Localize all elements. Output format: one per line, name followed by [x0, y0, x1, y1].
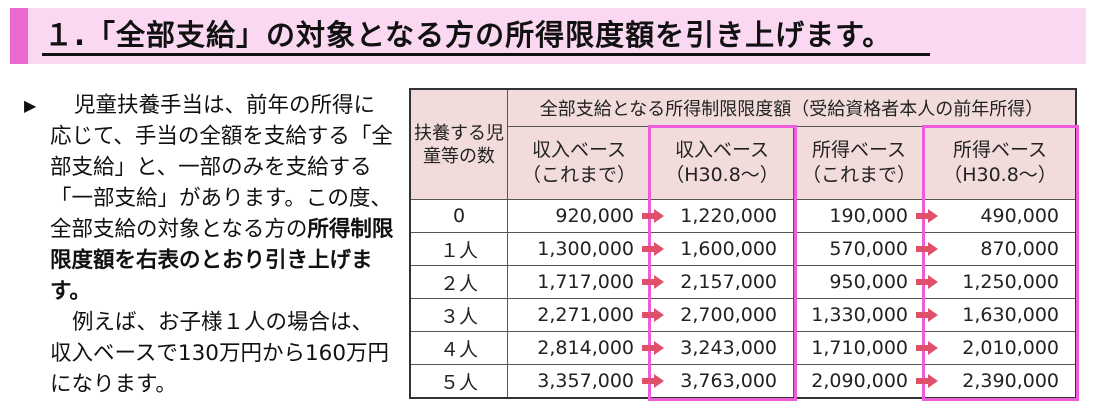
limit-value: 1,300,000 — [537, 238, 634, 260]
limit-value: 2,700,000 — [680, 304, 777, 326]
bullet-icon: ▶ — [24, 96, 37, 115]
description-text: 児童扶養手当は、前年の所得に応じて、手当の全額を支給する「全部支給」と、一部のみ… — [50, 93, 393, 242]
column-header-line2: （これまで） — [521, 164, 636, 186]
limit-value: 3,243,000 — [680, 337, 777, 359]
limit-value: 1,250,000 — [962, 271, 1059, 293]
limit-value-cell: 2,090,000 — [793, 364, 938, 399]
limit-value: 190,000 — [829, 205, 908, 227]
limit-value-cell: 1,220,000 — [650, 199, 794, 233]
limit-value: 570,000 — [829, 238, 908, 260]
child-count-cell: ３人 — [409, 298, 508, 332]
limit-value-cell: 190,000 — [793, 199, 938, 233]
column-header-line2: （これまで） — [801, 164, 916, 186]
table-row: ４人 2,814,000 3,243,000 1,710,000 2,010,000 — [409, 331, 1077, 365]
limit-value-cell: 3,763,000 — [650, 364, 794, 399]
limit-value: 950,000 — [829, 271, 908, 293]
child-count-cell: ２人 — [409, 265, 508, 299]
limit-value: 2,090,000 — [811, 370, 908, 392]
right-arrow-icon — [916, 209, 938, 223]
limit-value: 2,010,000 — [962, 337, 1059, 359]
column-header-3: 所得ベース （これまで） — [793, 126, 925, 200]
right-arrow-icon — [916, 275, 938, 289]
limit-value: 2,390,000 — [962, 370, 1059, 392]
limit-value-cell: 1,600,000 — [650, 232, 794, 266]
limit-value-cell: 2,814,000 — [507, 331, 664, 365]
right-arrow-icon — [642, 209, 664, 223]
child-count-cell: ４人 — [409, 331, 508, 365]
limit-value-cell: 2,010,000 — [924, 331, 1077, 365]
limit-value-cell: 570,000 — [793, 232, 938, 266]
description-emphasis: 所得制限限度額を右表のとおり引き上げます。 — [50, 217, 394, 304]
column-header-2: 収入ベース （H30.8～） — [650, 126, 794, 200]
limit-value-cell: 870,000 — [924, 232, 1077, 266]
limit-value-cell: 2,390,000 — [924, 364, 1077, 399]
limit-value: 3,357,000 — [537, 370, 634, 392]
table-row: ３人 2,271,000 2,700,000 1,330,000 1,630,000 — [409, 298, 1077, 332]
limit-value-cell: 1,330,000 — [793, 298, 938, 332]
child-count-cell: １人 — [409, 232, 508, 266]
limit-value-cell: 3,357,000 — [507, 364, 664, 399]
limit-value-cell: 1,300,000 — [507, 232, 664, 266]
right-arrow-icon — [916, 374, 938, 388]
limit-value-cell: 920,000 — [507, 199, 664, 233]
limit-value: 920,000 — [555, 205, 634, 227]
child-count-cell: 0 — [409, 199, 508, 233]
limit-value-cell: 1,717,000 — [507, 265, 664, 299]
limit-value: 490,000 — [980, 205, 1059, 227]
limit-value-cell: 950,000 — [793, 265, 938, 299]
right-arrow-icon — [916, 341, 938, 355]
limit-value-cell: 2,271,000 — [507, 298, 664, 332]
limit-value-cell: 1,250,000 — [924, 265, 1077, 299]
child-count-cell: ５人 — [409, 364, 508, 399]
column-header-line2: （H30.8～） — [943, 164, 1057, 186]
limit-value-cell: 1,630,000 — [924, 298, 1077, 332]
column-header-line1: 収入ベース — [531, 139, 627, 161]
column-header-line1: 所得ベース — [952, 139, 1048, 161]
description-paragraph-1: 児童扶養手当は、前年の所得に応じて、手当の全額を支給する「全部支給」と、一部のみ… — [22, 90, 394, 307]
header-child-count: 扶養する児童等の数 — [409, 88, 508, 200]
page-title: １.「全部支給」の対象となる方の所得限度額を引き上げます。 — [44, 18, 893, 52]
right-arrow-icon — [916, 242, 938, 256]
column-header-line1: 所得ベース — [811, 139, 907, 161]
title-accent-bar — [10, 8, 28, 64]
limit-value: 2,157,000 — [680, 271, 777, 293]
limit-value: 3,763,000 — [680, 370, 777, 392]
table-row: ２人 1,717,000 2,157,000 950,000 1,250,000 — [409, 265, 1077, 299]
column-header-1: 収入ベース （これまで） — [507, 126, 651, 200]
column-header-line1: 収入ベース — [674, 139, 770, 161]
limit-value: 1,630,000 — [962, 304, 1059, 326]
limit-value: 1,717,000 — [537, 271, 634, 293]
limit-value: 2,814,000 — [537, 337, 634, 359]
limit-value-cell: 2,157,000 — [650, 265, 794, 299]
limit-value-cell: 3,243,000 — [650, 331, 794, 365]
limit-value: 2,271,000 — [537, 304, 634, 326]
right-arrow-icon — [642, 242, 664, 256]
table-row: １人 1,300,000 1,600,000 570,000 870,000 — [409, 232, 1077, 266]
column-header-4: 所得ベース （H30.8～） — [924, 126, 1077, 200]
header-group: 全部支給となる所得制限限度額（受給資格者本人の前年所得） — [507, 88, 1077, 127]
title-underline — [42, 53, 930, 56]
description: ▶ 児童扶養手当は、前年の所得に応じて、手当の全額を支給する「全部支給」と、一部… — [22, 90, 394, 400]
right-arrow-icon — [916, 308, 938, 322]
right-arrow-icon — [642, 275, 664, 289]
table-row: ５人 3,357,000 3,763,000 2,090,000 2,390,000 — [409, 364, 1077, 399]
right-arrow-icon — [642, 308, 664, 322]
right-arrow-icon — [642, 374, 664, 388]
limit-value-cell: 490,000 — [924, 199, 1077, 233]
description-paragraph-2: 例えば、お子様１人の場合は、収入ベースで130万円から160万円になります。 — [50, 310, 390, 397]
column-header-line2: （H30.8～） — [665, 164, 779, 186]
limit-value: 1,220,000 — [680, 205, 777, 227]
right-arrow-icon — [642, 341, 664, 355]
limit-value: 1,600,000 — [680, 238, 777, 260]
limit-value: 870,000 — [980, 238, 1059, 260]
limit-value-cell: 2,700,000 — [650, 298, 794, 332]
table-row: 0 920,000 1,220,000 190,000 490,000 — [409, 199, 1077, 233]
limit-value: 1,710,000 — [811, 337, 908, 359]
limit-value-cell: 1,710,000 — [793, 331, 938, 365]
income-limit-table: 扶養する児童等の数 全部支給となる所得制限限度額（受給資格者本人の前年所得） 収… — [409, 88, 1077, 399]
limit-value: 1,330,000 — [811, 304, 908, 326]
